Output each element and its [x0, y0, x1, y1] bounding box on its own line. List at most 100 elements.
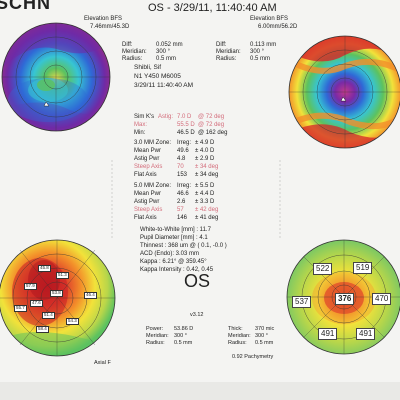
pachy-value-top-right: 519 [353, 262, 373, 274]
zone5-astig-pm: ± 3.3 D [195, 199, 215, 205]
zone3-mean-label: Mean Pwr [134, 148, 162, 154]
max-axis: @ 72 deg [198, 122, 225, 128]
br-radius: 0.5 mm [255, 340, 274, 346]
br-radius-label: Radius: [228, 340, 247, 346]
min-axis: @ 162 deg [198, 130, 228, 136]
kappa: Kappa : 6.21° @ 359.45° [140, 259, 207, 265]
zone3-astig: 4.8 [177, 156, 186, 162]
tl-diff-label: Diff: [122, 42, 133, 48]
tl-sub: 7.46mm/45.3D [90, 24, 130, 30]
map-elevation-right [288, 35, 400, 149]
br-thick-label: Thick: [228, 326, 243, 332]
tl-meridian: 300 ° [156, 49, 171, 55]
br-meridian-label: Meridian: [228, 333, 251, 339]
zone3-steep: 70 [177, 164, 184, 170]
bl-meridian-label: Meridian: [146, 333, 169, 339]
zone3-steep-label: Steep Axis [134, 164, 163, 170]
tr-diff-label: Diff: [216, 42, 227, 48]
zone5-astig: 2.6 [177, 199, 186, 205]
zone5-irreg: ± 5.5 D [195, 183, 215, 189]
pachy-value-center: 376 [335, 293, 355, 305]
zone3-flat: 153 [177, 172, 188, 178]
simk-astig-label: Astig: [158, 114, 174, 120]
tl-meridian-label: Meridian: [122, 49, 147, 55]
bl-caption: Axial F [94, 360, 111, 366]
zone5-mean-pm: ± 4.4 D [195, 191, 215, 197]
pachy-value-left: 537 [292, 296, 312, 308]
zone5-steep-pm: ± 42 deg [195, 207, 219, 213]
zone3-flat-pm: ± 34 deg [195, 172, 219, 178]
zone3-flat-label: Flat Axis [134, 172, 157, 178]
scan-border [0, 382, 400, 400]
zone3-mean: 49.6 [177, 148, 189, 154]
pachy-value-right: 470 [372, 293, 392, 305]
zone5-steep: 57 [177, 207, 184, 213]
acd: ACD (Endo): 3.03 mm [140, 251, 200, 257]
tr-caption: Elevation BFS [250, 16, 289, 22]
tl-caption: Elevation BFS [84, 16, 123, 22]
axial-value: 51.4 [42, 312, 55, 319]
axial-value: 57.9 [24, 283, 37, 290]
zone5-mean: 46.6 [177, 191, 189, 197]
axial-value: 53.8 [50, 290, 63, 297]
zone3-mean-pm: ± 4.0 D [195, 148, 215, 154]
version: v3.12 [190, 312, 204, 318]
axial-value: 58.4 [36, 326, 49, 333]
bl-radius: 0.5 mm [174, 340, 193, 346]
pachy-value-top-left: 522 [313, 263, 333, 275]
tr-sub: 6.00mm/56.2D [258, 24, 298, 30]
axial-value: 47.6 [30, 300, 43, 307]
br-meridian: 300 ° [255, 333, 268, 339]
tr-radius: 0.5 mm [250, 56, 271, 62]
patient-name: Shibli, Sif [134, 64, 162, 71]
simk-astig: 7.0 D [177, 114, 192, 120]
min-value: 46.5 D [177, 130, 195, 136]
tr-meridian-label: Meridian: [216, 49, 241, 55]
zone3-steep-pm: ± 34 deg [195, 164, 219, 170]
tl-diff: 0.052 mm [156, 42, 183, 48]
tr-diff: 0.113 mm [250, 42, 277, 48]
max-label: Max: [134, 122, 148, 128]
simk-label: Sim K's [134, 114, 155, 120]
axial-value: 51.3 [56, 272, 69, 279]
patient-datetime: 3/29/11 11:40:40 AM [134, 82, 194, 89]
axial-value: 54.3 [66, 318, 79, 325]
max-value: 55.5 D [177, 122, 195, 128]
zone3-irreg: ± 4.9 D [195, 140, 215, 146]
zone5-flat-label: Flat Axis [134, 215, 157, 221]
bl-meridian: 300 ° [174, 333, 187, 339]
bl-power: 53.86 D [174, 326, 194, 332]
pachy-value-bottom-left: 491 [318, 328, 338, 340]
thinnest: Thinnest : 368 um @ ( 0.1, -0.0 ) [140, 243, 227, 249]
kappa-intensity: Kappa Intensity : 0.42, 0.45 [140, 267, 214, 273]
white-to-white: White-to-White [mm] : 11.7 [140, 227, 211, 233]
simk-axis: @ 72 deg [198, 114, 225, 120]
logo: SCHN [0, 0, 52, 13]
tr-radius-label: Radius: [216, 56, 237, 62]
axial-value: 45.8 [38, 265, 51, 272]
tr-meridian: 300 ° [250, 49, 265, 55]
bl-radius-label: Radius: [146, 340, 165, 346]
br-thick: 370 mic [255, 326, 275, 332]
zone3-irreg-label: Irreg: [177, 140, 192, 146]
zone5-flat: 146 [177, 215, 188, 221]
pachy-value-bottom-right: 491 [356, 328, 376, 340]
zone5-steep-label: Steep Axis [134, 207, 163, 213]
zone5-flat-pm: ± 41 deg [195, 215, 219, 221]
zone5-label: 5.0 MM Zone: [134, 183, 172, 189]
report-title: OS - 3/29/11, 11:40:40 AM [148, 2, 277, 14]
min-label: Min: [134, 130, 146, 136]
zone5-mean-label: Mean Pwr [134, 191, 162, 197]
patient-id: N1 Y450 M6005 [134, 73, 181, 80]
zone3-astig-label: Astig Pwr [134, 156, 160, 162]
zone3-astig-pm: ± 2.9 D [195, 156, 215, 162]
zone5-astig-label: Astig Pwr [134, 199, 160, 205]
tl-radius-label: Radius: [122, 56, 143, 62]
pupil-diameter: Pupil Diameter [mm] : 4.1 [140, 235, 208, 241]
zone5-irreg-label: Irreg: [177, 183, 192, 189]
br-caption: 0.92 Pachymetry [232, 354, 274, 360]
eye-label: OS [184, 271, 211, 291]
tl-radius: 0.5 mm [156, 56, 177, 62]
axial-value: 55.7 [14, 305, 27, 312]
